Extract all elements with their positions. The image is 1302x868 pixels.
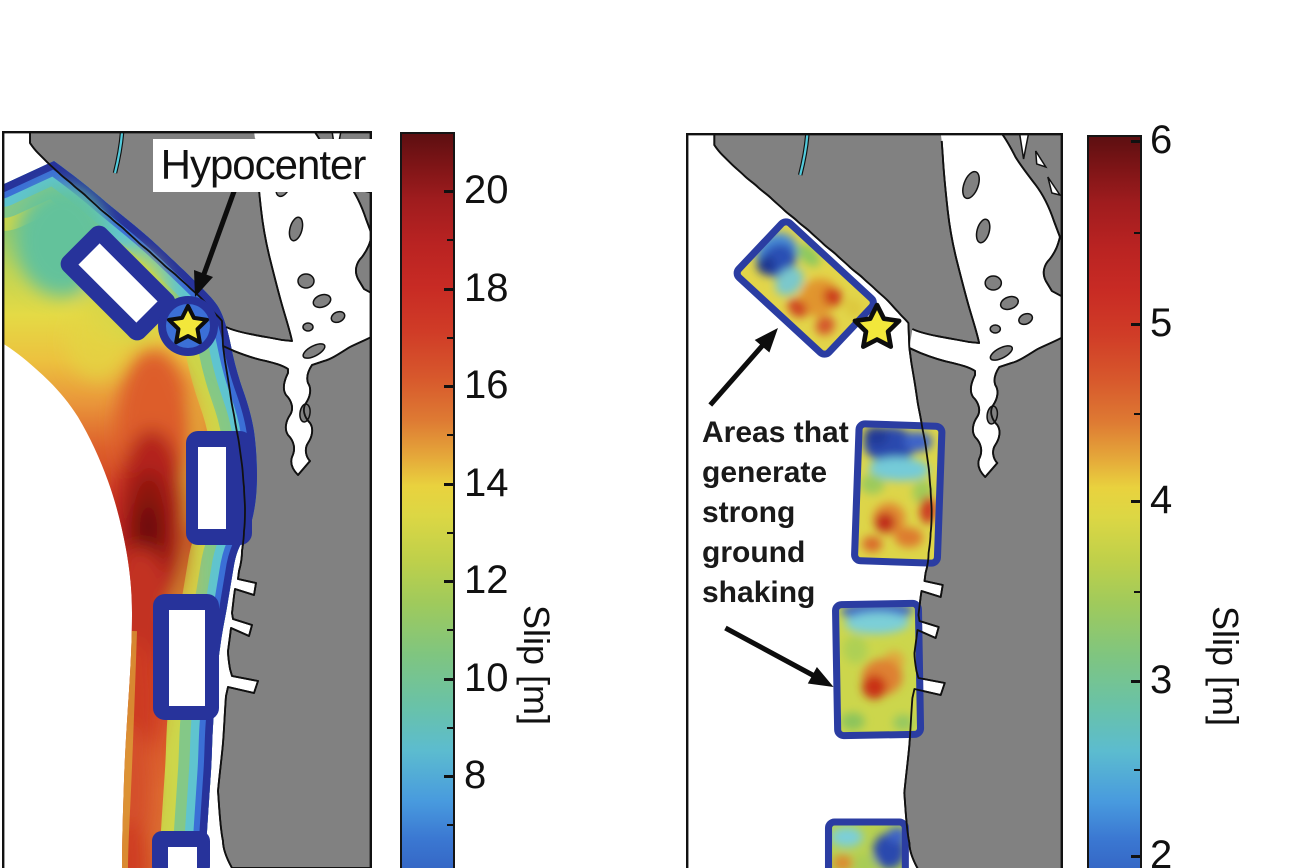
- masked-asperities: [60, 225, 252, 868]
- colorbar-tick-label: 14: [464, 461, 509, 505]
- colorbar-minor-tick: [447, 239, 453, 241]
- colorbar-minor-tick: [1134, 232, 1140, 234]
- colorbar-tick: [444, 580, 453, 583]
- annotation-line: ground: [702, 536, 806, 569]
- colorbar-tick: [444, 775, 453, 778]
- hypocenter-arrow: [194, 185, 239, 297]
- annotation-line: strong: [702, 496, 796, 529]
- annotation-line: generate: [702, 456, 828, 489]
- map-border: [686, 133, 1063, 868]
- colorbar-minor-tick: [447, 337, 453, 339]
- colorbar-tick: [444, 678, 453, 681]
- shaking-areas-annotation: Areas that generate strong ground shakin…: [702, 413, 849, 613]
- colorbar-minor-tick: [447, 629, 453, 631]
- colorbar-tick-label: 8: [464, 753, 487, 797]
- slip-patch-3: [832, 599, 925, 740]
- colorbar-minor-tick: [1134, 413, 1140, 415]
- masked-asperity-2: [186, 431, 252, 545]
- colorbar-tick-label: 10: [464, 656, 509, 700]
- masked-asperity-1: [60, 225, 176, 341]
- colorbar-tick-label: 12: [464, 558, 509, 602]
- left-colorbar-axis-label: Slip [m]: [516, 604, 557, 726]
- colorbar-minor-tick: [1134, 769, 1140, 771]
- slip-patch-2: [851, 420, 946, 567]
- colorbar-tick: [444, 483, 453, 486]
- annotation-arrow-lower: [724, 625, 834, 687]
- colorbar-tick: [444, 385, 453, 388]
- colorbar-minor-tick: [447, 824, 453, 826]
- colorbar-tick-label: 4: [1150, 478, 1173, 522]
- annotation-line: Areas that: [702, 416, 849, 449]
- left-colorbar: [400, 132, 455, 868]
- colorbar-tick-label: 16: [464, 363, 509, 407]
- colorbar-minor-tick: [1134, 591, 1140, 593]
- slip-patch-4: [824, 818, 909, 868]
- colorbar-tick-label: 6: [1150, 118, 1173, 162]
- left-map: [2, 131, 372, 868]
- right-colorbar: [1087, 135, 1142, 868]
- hypocenter-label: Hypocenter: [153, 139, 373, 192]
- masked-asperity-4: [152, 831, 210, 868]
- colorbar-tick-label: 2: [1150, 833, 1173, 868]
- masked-asperity-3: [153, 594, 219, 720]
- map-border: [2, 131, 372, 868]
- colorbar-tick: [1131, 323, 1140, 326]
- colorbar-tick: [1131, 500, 1140, 503]
- colorbar-minor-tick: [447, 434, 453, 436]
- colorbar-tick: [1131, 680, 1140, 683]
- colorbar-tick-label: 18: [464, 266, 509, 310]
- colorbar-tick: [1131, 140, 1140, 143]
- right-map: [686, 133, 1063, 868]
- colorbar-tick: [444, 190, 453, 193]
- colorbar-tick: [444, 288, 453, 291]
- slip-patch-1: [733, 218, 877, 358]
- colorbar-minor-tick: [447, 532, 453, 534]
- colorbar-tick-label: 20: [464, 168, 509, 212]
- colorbar-minor-tick: [447, 727, 453, 729]
- annotation-arrow-upper: [708, 328, 778, 407]
- colorbar-tick: [1131, 855, 1140, 858]
- colorbar-tick-label: 5: [1150, 301, 1173, 345]
- right-colorbar-axis-label: Slip [m]: [1205, 605, 1246, 727]
- annotation-line: shaking: [702, 576, 816, 609]
- colorbar-tick-label: 3: [1150, 658, 1173, 702]
